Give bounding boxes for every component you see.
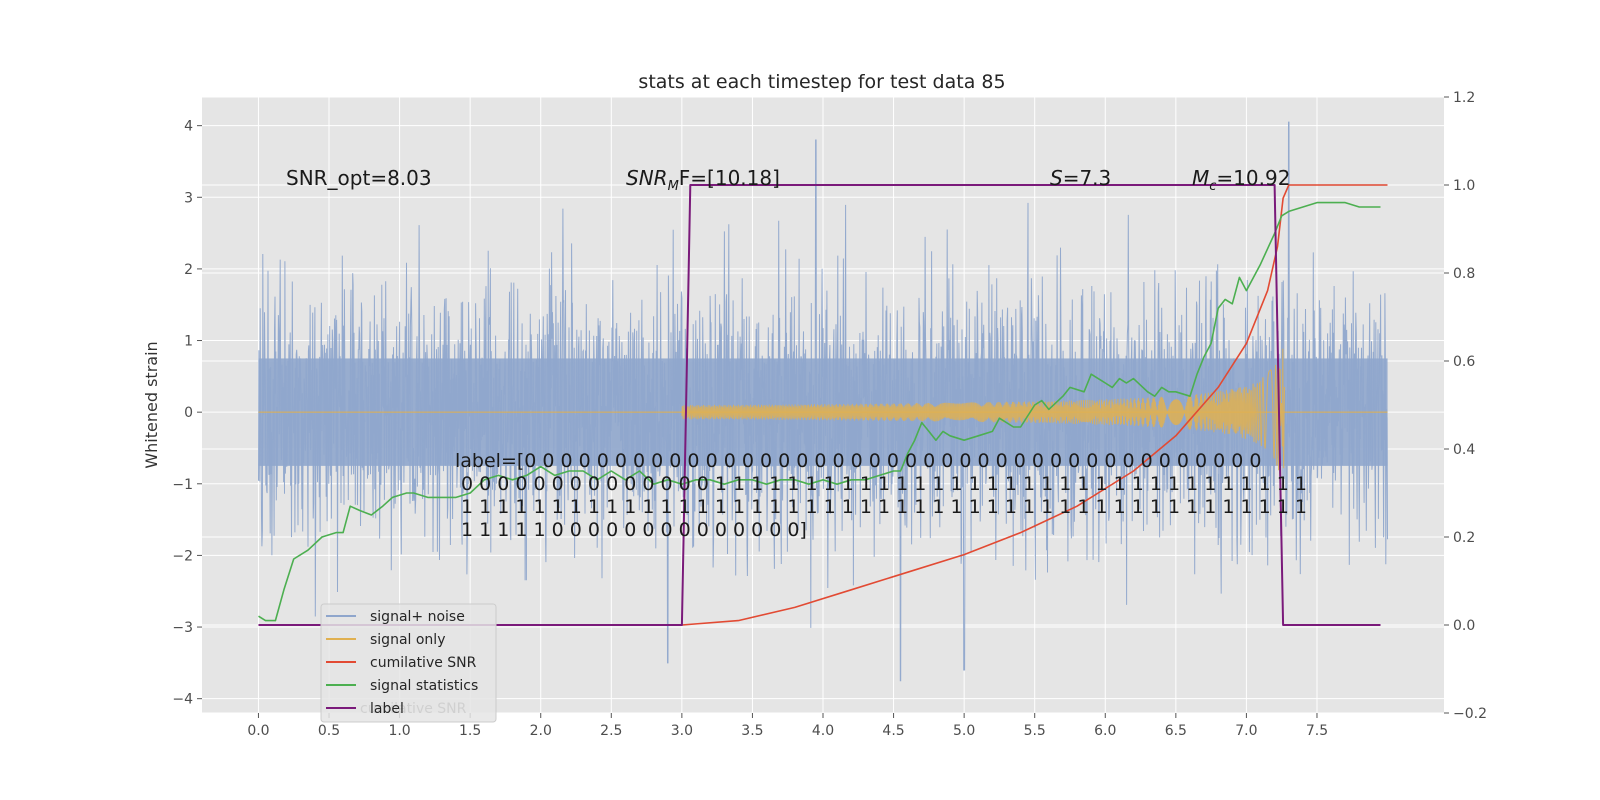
y-tick-label: −3 [172,620,193,636]
label-array-line-2: 0 0 0 0 0 0 0 0 0 0 0 0 0 0 1 1 1 1 1 1 … [455,473,1307,495]
label-array-line-4: 1 1 1 1 1 0 0 0 0 0 0 0 0 0 0 0 0 0 0] [455,519,807,541]
x-tick-label: 3.5 [741,723,763,739]
y2-tick-label: 1.2 [1453,90,1475,106]
label-line [258,184,1381,626]
y-tick-label: −2 [172,548,193,564]
snr-mf-annotation: SNRMF=[10.18] [626,166,780,194]
snr-mf-symbol: SNR [626,166,668,190]
axes-ticks: 0.0 0.5 1.0 1.5 2.0 2.5 3.0 3.5 4.0 4.5 5.0 5.5 6.0 6… [172,90,1487,739]
x-tick-label: 4.0 [812,723,834,739]
x-tick-label: 5.5 [1024,723,1046,739]
y2-tick-label: 0.6 [1453,354,1475,370]
x-tick-label: 4.5 [882,723,904,739]
legend-label-signal-statistics: signal statistics [370,678,478,694]
y-axis-label: Whitened strain [142,341,161,468]
legend-overlap-text: cumilative SNR [360,701,467,717]
signal-statistics-line [258,201,1381,622]
x-tick-label: 7.0 [1235,723,1257,739]
y-tick-label: 1 [184,334,193,350]
s-annotation: S=7.3 [1050,166,1111,190]
snr-opt-annotation: SNR_opt=8.03 [286,166,432,190]
snr-mf-subscript: M [668,179,679,194]
x-tick-label: 2.5 [600,723,622,739]
y2-tick-label: −0.2 [1453,706,1487,722]
x-tick-label: 6.0 [1094,723,1116,739]
s-symbol: S [1050,166,1063,190]
y-tick-label: 2 [184,262,193,278]
signal-only-series [258,348,1388,475]
x-tick-label: 2.0 [530,723,552,739]
x-tick-label: 1.0 [388,723,410,739]
x-tick-label: 1.5 [459,723,481,739]
legend-label-signal-noise: signal+ noise [370,609,465,625]
x-tick-label: 5.0 [953,723,975,739]
mc-annotation: Mc=10.92 [1192,166,1290,194]
legend-box [320,603,497,723]
x-tick-label: 3.0 [671,723,693,739]
label-array-line-3: 1 1 1 1 1 1 1 1 1 1 1 1 1 1 1 1 1 1 1 1 … [455,496,1307,518]
y-tick-label: −1 [172,477,193,493]
signal-noise-line [258,121,1388,682]
y2-tick-label: 0.0 [1453,618,1475,634]
x-tick-label: 0.0 [247,723,269,739]
y2-tick-label: 0.4 [1453,442,1475,458]
y-tick-label: −4 [172,692,193,708]
label-array-line-1: label=[0 0 0 0 0 0 0 0 0 0 0 0 0 0 0 0 0… [455,450,1262,472]
legend-label-signal-only: signal only [370,632,445,648]
cumulative-snr-line [681,184,1388,626]
signal-only-chirp [681,348,1285,475]
s-value: =7.3 [1063,166,1112,190]
x-tick-label: 7.5 [1306,723,1328,739]
mc-subscript: c [1209,179,1216,194]
chart-title: stats at each timestep for test data 85 [638,71,1005,93]
legend-label-cumulative-snr: cumilative SNR [370,655,477,671]
y2-tick-label: 0.2 [1453,530,1475,546]
x-tick-label: 6.5 [1165,723,1187,739]
y-tick-label: 0 [184,405,193,421]
snr-mf-value: F=[10.18] [679,166,780,190]
y-tick-label: 4 [184,119,193,135]
legend: cumilative SNR signal+ noise signal only… [320,603,497,723]
y2-tick-label: 1.0 [1453,178,1475,194]
mc-value: =10.92 [1216,166,1290,190]
stat-series-group [258,184,1388,626]
y-tick-label: 3 [184,190,193,206]
legend-label-label: label [370,701,404,717]
y2-tick-label: 0.8 [1453,266,1475,282]
x-tick-label: 0.5 [318,723,340,739]
mc-symbol: M [1192,166,1209,190]
